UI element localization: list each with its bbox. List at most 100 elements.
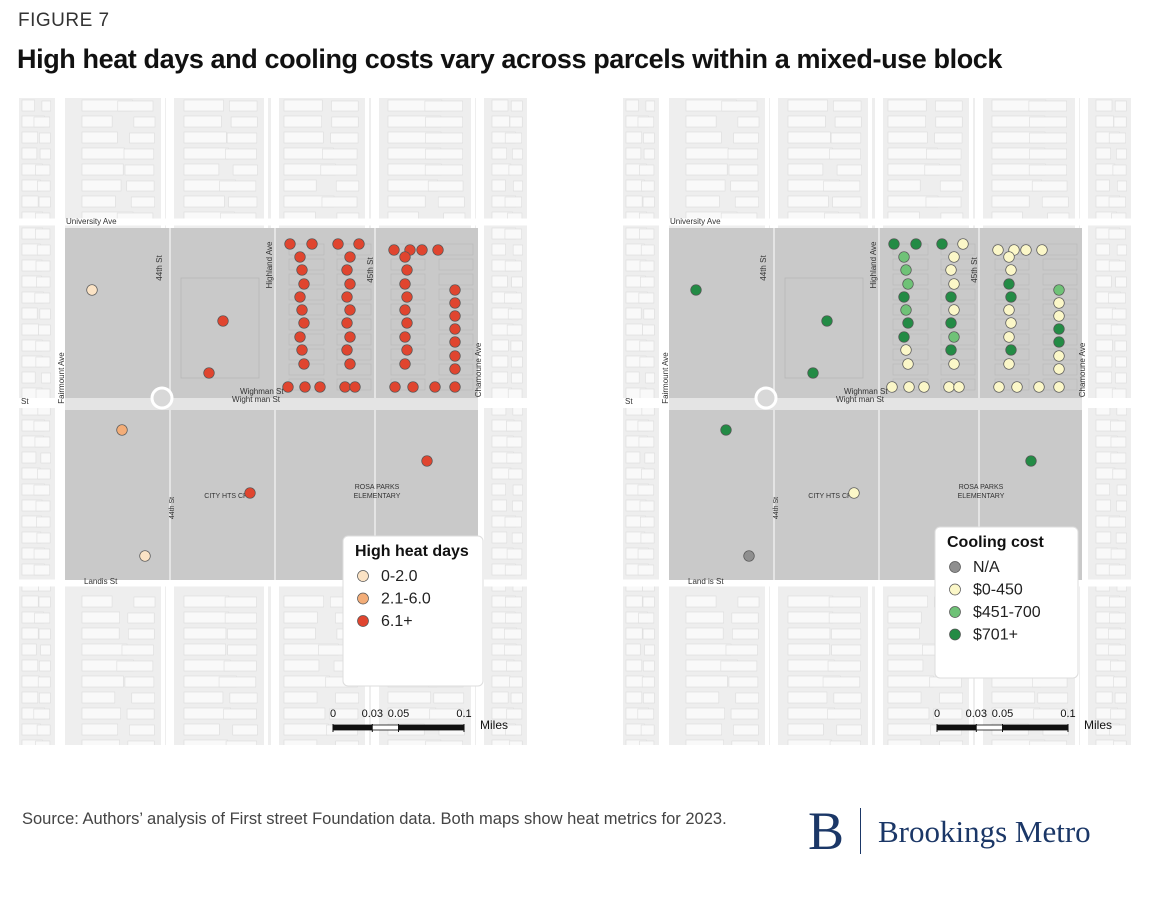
building (639, 356, 655, 368)
scale-tick-label: 0 (934, 708, 940, 720)
building (637, 708, 655, 720)
scale-unit: Miles (1084, 718, 1112, 732)
building (283, 675, 330, 688)
building (1095, 99, 1113, 112)
building (33, 420, 51, 432)
building (227, 644, 258, 656)
building (1117, 180, 1127, 192)
building (887, 131, 928, 144)
parcel-dot (953, 381, 965, 393)
building (183, 659, 231, 672)
parcel-dot (401, 291, 413, 303)
building (887, 595, 928, 608)
parcel-dot (116, 424, 128, 436)
building (35, 356, 51, 368)
building (836, 164, 862, 176)
building (1110, 548, 1127, 560)
building (625, 323, 643, 336)
building (643, 660, 655, 672)
scale-tick-label: 0 (330, 708, 336, 720)
building (491, 243, 506, 256)
parcel-dot (407, 381, 419, 393)
road (661, 98, 669, 745)
title: High heat days and cooling costs vary ac… (17, 44, 1003, 74)
parcel-dot (902, 317, 914, 329)
building (506, 420, 523, 432)
street-label: 44th St (155, 255, 164, 281)
building (833, 100, 862, 112)
parcel-dot (294, 331, 306, 343)
building (1095, 467, 1116, 480)
building (330, 132, 359, 144)
parcel-dot (1053, 323, 1065, 335)
building (1113, 676, 1127, 688)
parcel-dot (449, 310, 461, 322)
building (641, 180, 655, 192)
building (38, 324, 51, 336)
building (505, 612, 522, 624)
building (642, 324, 655, 336)
building (787, 99, 828, 112)
street-label: Land is St (688, 577, 724, 586)
building (491, 499, 507, 512)
parcel (390, 303, 426, 316)
building (437, 196, 465, 208)
building (491, 483, 506, 496)
building (37, 676, 51, 688)
building (491, 371, 508, 384)
building (1095, 243, 1110, 256)
street-label: Fairmount Ave (661, 352, 670, 404)
parcel-dot (339, 381, 351, 393)
parcel-dot (296, 344, 308, 356)
building (887, 659, 924, 672)
building (491, 691, 509, 704)
building (991, 739, 1046, 745)
building (1095, 675, 1115, 688)
building (991, 195, 1030, 208)
building (81, 595, 113, 608)
building (226, 132, 258, 144)
building (39, 692, 51, 704)
road (55, 98, 59, 745)
building (640, 516, 655, 528)
building (1116, 500, 1127, 512)
building (1115, 372, 1127, 384)
building (887, 675, 934, 688)
building (641, 676, 655, 688)
legend-box (342, 535, 484, 687)
building (81, 179, 122, 192)
parcel-dot (449, 363, 461, 375)
building (939, 740, 964, 745)
parcel-dot (910, 238, 922, 250)
parcel (1042, 258, 1078, 271)
building (625, 195, 643, 208)
building (38, 196, 51, 208)
building (512, 244, 523, 256)
legend-swatch (357, 615, 369, 627)
building (21, 147, 38, 160)
building (117, 100, 154, 112)
building (829, 740, 861, 745)
building (33, 708, 51, 720)
legend-swatch (949, 583, 961, 596)
building (506, 324, 523, 336)
building (504, 644, 522, 656)
building (1108, 196, 1126, 208)
parcel-dot (341, 291, 353, 303)
building (1095, 163, 1116, 176)
building (328, 708, 359, 720)
building (685, 595, 717, 608)
building (685, 115, 717, 128)
building (1037, 692, 1069, 704)
parcel-dot (1025, 455, 1037, 467)
building (36, 516, 51, 528)
building (491, 339, 509, 352)
building (787, 611, 834, 624)
building (731, 740, 759, 745)
building (1095, 371, 1112, 384)
parcel-dot (1003, 331, 1015, 343)
building (507, 308, 523, 320)
building (511, 148, 523, 160)
parcel-dot (296, 264, 308, 276)
building (81, 163, 124, 176)
